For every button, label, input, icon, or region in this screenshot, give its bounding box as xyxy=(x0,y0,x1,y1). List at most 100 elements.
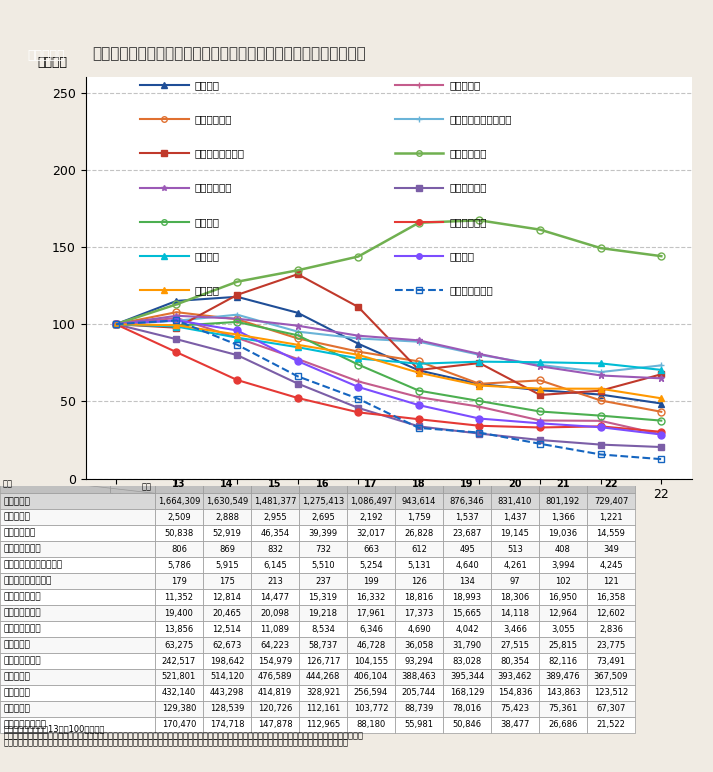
Text: 13,856: 13,856 xyxy=(165,625,194,634)
Text: 198,642: 198,642 xyxy=(210,656,244,665)
Text: 17,373: 17,373 xyxy=(404,608,434,618)
Text: 943,614: 943,614 xyxy=(402,497,436,506)
FancyBboxPatch shape xyxy=(443,589,491,605)
Text: 19,145: 19,145 xyxy=(501,529,530,538)
FancyBboxPatch shape xyxy=(491,701,539,717)
FancyBboxPatch shape xyxy=(299,573,347,589)
FancyBboxPatch shape xyxy=(587,669,635,685)
FancyBboxPatch shape xyxy=(539,605,587,621)
FancyBboxPatch shape xyxy=(443,493,491,510)
FancyBboxPatch shape xyxy=(395,637,443,653)
FancyBboxPatch shape xyxy=(587,717,635,733)
Text: 船舶内、海港及びバス内）、その他の交通機関（タクシー内及びその他の自動車内）及びその他の街頭（地下街、地下通路及び高速道路）をいう。: 船舶内、海港及びバス内）、その他の交通機関（タクシー内及びその他の自動車内）及び… xyxy=(4,739,349,748)
Text: 50,846: 50,846 xyxy=(453,720,481,730)
Text: 19,036: 19,036 xyxy=(548,529,578,538)
Text: 2,695: 2,695 xyxy=(311,513,335,522)
Text: 147,878: 147,878 xyxy=(257,720,292,730)
Text: 414,819: 414,819 xyxy=(258,689,292,697)
FancyBboxPatch shape xyxy=(0,653,155,669)
Text: 64,223: 64,223 xyxy=(260,641,289,649)
Text: 5,915: 5,915 xyxy=(215,560,239,570)
Text: 16: 16 xyxy=(317,479,329,489)
FancyBboxPatch shape xyxy=(443,510,491,525)
Text: 4,042: 4,042 xyxy=(455,625,479,634)
FancyBboxPatch shape xyxy=(587,525,635,541)
Text: 20,465: 20,465 xyxy=(212,608,242,618)
FancyBboxPatch shape xyxy=(251,621,299,637)
FancyBboxPatch shape xyxy=(539,685,587,701)
FancyBboxPatch shape xyxy=(539,557,587,573)
Text: 14,118: 14,118 xyxy=(501,608,530,618)
Text: 5,131: 5,131 xyxy=(407,560,431,570)
Text: 19: 19 xyxy=(461,479,473,489)
FancyBboxPatch shape xyxy=(347,541,395,557)
FancyBboxPatch shape xyxy=(443,653,491,669)
Text: 62,673: 62,673 xyxy=(212,641,242,649)
FancyBboxPatch shape xyxy=(299,493,347,510)
Text: 832: 832 xyxy=(267,545,283,554)
Text: 121: 121 xyxy=(603,577,619,586)
FancyBboxPatch shape xyxy=(347,573,395,589)
Text: 路上強盗: 路上強盗 xyxy=(195,80,220,90)
Text: 389,476: 389,476 xyxy=(545,672,580,682)
FancyBboxPatch shape xyxy=(395,557,443,573)
Text: 154,836: 154,836 xyxy=(498,689,532,697)
Text: 31,790: 31,790 xyxy=(453,641,481,649)
FancyBboxPatch shape xyxy=(299,717,347,733)
FancyBboxPatch shape xyxy=(395,653,443,669)
FancyBboxPatch shape xyxy=(395,717,443,733)
FancyBboxPatch shape xyxy=(443,637,491,653)
FancyBboxPatch shape xyxy=(0,621,155,637)
Text: 2,888: 2,888 xyxy=(215,513,239,522)
FancyBboxPatch shape xyxy=(0,589,155,605)
Text: 174,718: 174,718 xyxy=(210,720,245,730)
Text: 1,537: 1,537 xyxy=(455,513,479,522)
FancyBboxPatch shape xyxy=(491,717,539,733)
Text: 15,665: 15,665 xyxy=(453,608,481,618)
Text: 23,775: 23,775 xyxy=(596,641,625,649)
FancyBboxPatch shape xyxy=(155,653,203,669)
Text: 1,630,549: 1,630,549 xyxy=(206,497,248,506)
FancyBboxPatch shape xyxy=(155,493,203,510)
Text: 806: 806 xyxy=(171,545,187,554)
FancyBboxPatch shape xyxy=(155,637,203,653)
Text: 328,921: 328,921 xyxy=(306,689,340,697)
Text: 143,863: 143,863 xyxy=(545,689,580,697)
FancyBboxPatch shape xyxy=(587,493,635,510)
Text: 2,955: 2,955 xyxy=(263,513,287,522)
FancyBboxPatch shape xyxy=(347,589,395,605)
Text: 略取誘拐（街頭）: 略取誘拐（街頭） xyxy=(4,577,52,586)
FancyBboxPatch shape xyxy=(443,685,491,701)
FancyBboxPatch shape xyxy=(347,669,395,685)
FancyBboxPatch shape xyxy=(587,701,635,717)
Text: 強姦（街頭）: 強姦（街頭） xyxy=(195,114,232,124)
FancyBboxPatch shape xyxy=(491,493,539,510)
Text: 26,686: 26,686 xyxy=(548,720,578,730)
FancyBboxPatch shape xyxy=(539,637,587,653)
FancyBboxPatch shape xyxy=(251,573,299,589)
Text: 5,254: 5,254 xyxy=(359,560,383,570)
FancyBboxPatch shape xyxy=(203,637,251,653)
FancyBboxPatch shape xyxy=(491,476,539,493)
Text: 12,964: 12,964 xyxy=(548,608,578,618)
Text: 50,838: 50,838 xyxy=(165,529,194,538)
Text: 6,346: 6,346 xyxy=(359,625,383,634)
Text: 18: 18 xyxy=(412,479,426,489)
FancyBboxPatch shape xyxy=(395,573,443,589)
Text: 1,664,309: 1,664,309 xyxy=(158,497,200,506)
Text: 23,687: 23,687 xyxy=(452,529,482,538)
FancyBboxPatch shape xyxy=(251,669,299,685)
Text: 19,218: 19,218 xyxy=(309,608,337,618)
Text: 801,192: 801,192 xyxy=(546,497,580,506)
FancyBboxPatch shape xyxy=(539,653,587,669)
Text: 年次: 年次 xyxy=(142,482,152,491)
Text: ひったくり: ひったくり xyxy=(449,80,481,90)
Text: 3,466: 3,466 xyxy=(503,625,527,634)
FancyBboxPatch shape xyxy=(347,605,395,621)
FancyBboxPatch shape xyxy=(395,541,443,557)
FancyBboxPatch shape xyxy=(347,557,395,573)
Text: 暴行（街頭）: 暴行（街頭） xyxy=(449,148,487,158)
Text: 自動販売機狙い: 自動販売機狙い xyxy=(449,285,493,295)
FancyBboxPatch shape xyxy=(395,701,443,717)
Text: 388,463: 388,463 xyxy=(401,672,436,682)
